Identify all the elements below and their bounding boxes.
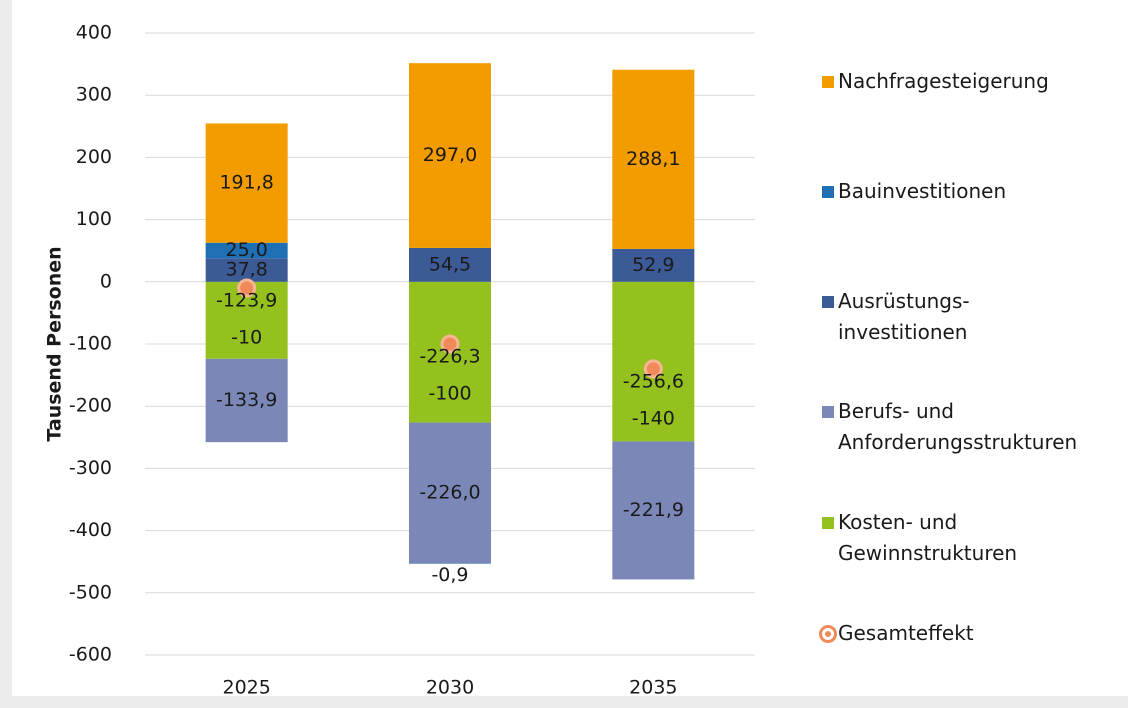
bar-segment [612, 441, 695, 580]
data-label: -133,9 [216, 389, 277, 411]
data-label: 191,8 [219, 172, 273, 194]
chart-panel [12, 0, 1128, 696]
bar-segment [205, 258, 288, 282]
legend-swatch [822, 296, 834, 308]
legend-label: Nachfragesteigerung [838, 69, 1049, 93]
data-label: -226,0 [419, 481, 480, 503]
legend-label: Gesamteffekt [838, 621, 974, 645]
legend-item: Berufs- und Anforderungsstrukturen [800, 396, 1077, 458]
y-tick-label: 300 [76, 84, 112, 106]
data-label: 54,5 [429, 253, 471, 275]
y-tick-label: -600 [69, 644, 112, 666]
legend-label: Berufs- und Anforderungsstrukturen [838, 399, 1078, 454]
legend-label: Bauinvestitionen [838, 179, 1007, 203]
data-label: -256,6 [623, 370, 684, 392]
x-tick-label: 2025 [222, 677, 270, 699]
legend-swatch [822, 186, 834, 198]
legend-item: Gesamteffekt [800, 618, 974, 649]
y-axis-label: Tausend Personen [44, 246, 66, 441]
data-label: -226,3 [419, 346, 480, 368]
bar-segment [205, 242, 288, 259]
legend-label: Ausrüstungs- investitionen [838, 289, 970, 344]
total-marker [440, 334, 460, 354]
data-label: 297,0 [423, 144, 477, 166]
data-label: 25,0 [226, 239, 268, 261]
data-label: -221,9 [623, 499, 684, 521]
y-tick-label: 400 [76, 22, 112, 44]
data-label: -10 [231, 327, 262, 349]
total-marker [643, 359, 663, 379]
bar-segment [409, 247, 491, 282]
data-label: 288,1 [626, 148, 680, 170]
data-label: -140 [632, 407, 675, 429]
y-tick-label: 200 [76, 146, 112, 168]
y-tick-label: -200 [69, 395, 112, 417]
x-tick-label: 2035 [629, 677, 677, 699]
data-label: -123,9 [216, 290, 277, 312]
bar-segment [409, 563, 491, 564]
y-tick-label: -300 [69, 457, 112, 479]
legend-item: Ausrüstungs- investitionen [800, 286, 970, 348]
legend-item: Bauinvestitionen [800, 176, 1006, 207]
legend-swatch [822, 517, 834, 529]
legend-item: Nachfragesteigerung [800, 66, 1049, 97]
bar-segment [205, 123, 288, 243]
legend-item: Kosten- und Gewinnstrukturen [800, 507, 1017, 569]
bar-segment [205, 358, 288, 443]
bar-segment [409, 63, 491, 248]
x-tick-label: 2030 [426, 677, 474, 699]
y-tick-label: -400 [69, 519, 112, 541]
y-tick-label: 100 [76, 208, 112, 230]
y-tick-label: -500 [69, 581, 112, 603]
total-marker [237, 278, 257, 298]
bar-segment [612, 248, 695, 282]
legend-label: Kosten- und Gewinnstrukturen [838, 510, 1018, 565]
y-tick-label: -100 [69, 333, 112, 355]
legend-swatch [822, 406, 834, 418]
y-tick-label: 0 [100, 270, 112, 292]
data-label: 52,9 [632, 254, 674, 276]
data-label: -100 [428, 383, 471, 405]
bar-segment [409, 422, 491, 564]
legend-swatch [819, 625, 837, 643]
data-label: 37,8 [226, 259, 268, 281]
legend-swatch [822, 76, 834, 88]
data-label: -0,9 [431, 564, 468, 586]
bar-segment [612, 69, 695, 249]
